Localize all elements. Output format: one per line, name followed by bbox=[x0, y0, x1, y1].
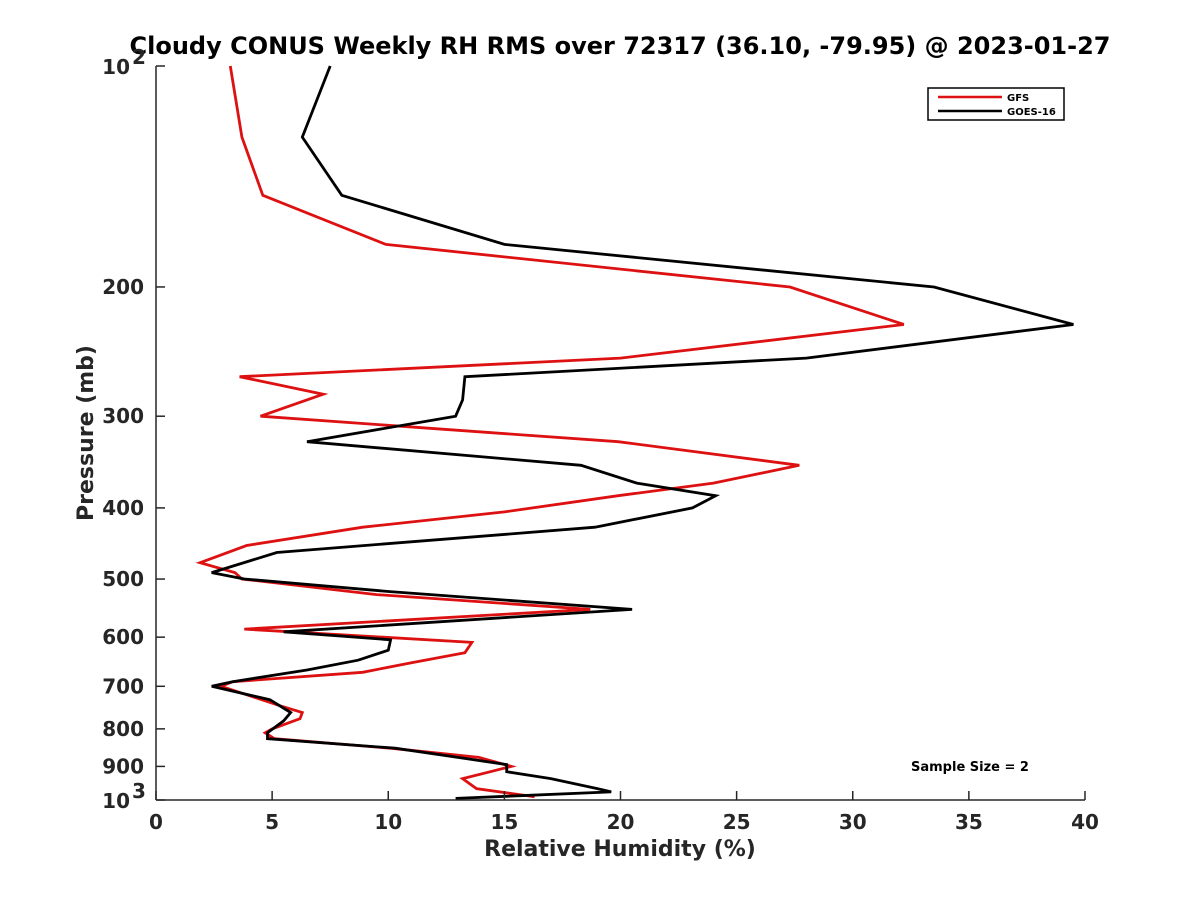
x-tick-label: 25 bbox=[723, 810, 751, 834]
x-tick-label: 35 bbox=[955, 810, 983, 834]
y-axis-label: Pressure (mb) bbox=[74, 345, 99, 521]
chart-title: Cloudy CONUS Weekly RH RMS over 72317 (3… bbox=[130, 32, 1111, 60]
legend-label-goes-16: GOES-16 bbox=[1007, 107, 1056, 118]
y-tick-label: 400 bbox=[102, 496, 144, 520]
y-tick-label: 200 bbox=[102, 275, 144, 299]
legend-label-gfs: GFS bbox=[1007, 93, 1029, 104]
y-tick-label: 600 bbox=[102, 625, 144, 649]
x-tick-label: 30 bbox=[839, 810, 867, 834]
x-tick-label: 0 bbox=[149, 810, 163, 834]
y-tick-label-base: 10 bbox=[102, 55, 130, 79]
plot-background bbox=[156, 66, 1085, 800]
y-tick-label-exponent: 2 bbox=[132, 45, 146, 69]
y-tick-label-base: 10 bbox=[102, 789, 130, 813]
y-tick-label: 800 bbox=[102, 717, 144, 741]
y-tick-label: 500 bbox=[102, 567, 144, 591]
x-tick-label: 5 bbox=[265, 810, 279, 834]
y-tick-label: 900 bbox=[102, 754, 144, 778]
x-axis-label: Relative Humidity (%) bbox=[484, 837, 756, 862]
y-tick-label: 300 bbox=[102, 404, 144, 428]
legend: GFS GOES-16 bbox=[927, 87, 1065, 121]
series-line-goes-16 bbox=[211, 65, 1074, 800]
x-tick-label: 40 bbox=[1071, 810, 1099, 834]
y-tick-label-exponent: 3 bbox=[132, 779, 146, 803]
series-layer bbox=[195, 65, 1074, 800]
x-ticks: 0 5 10 15 20 25 30 35 40 bbox=[149, 791, 1099, 834]
x-tick-label: 10 bbox=[374, 810, 402, 834]
plot-area bbox=[156, 66, 1085, 800]
y-tick-label: 700 bbox=[102, 674, 144, 698]
legend-box bbox=[927, 87, 1065, 121]
x-tick-label: 20 bbox=[607, 810, 635, 834]
x-tick-label: 15 bbox=[490, 810, 518, 834]
sample-size-annotation: Sample Size = 2 bbox=[911, 760, 1029, 775]
